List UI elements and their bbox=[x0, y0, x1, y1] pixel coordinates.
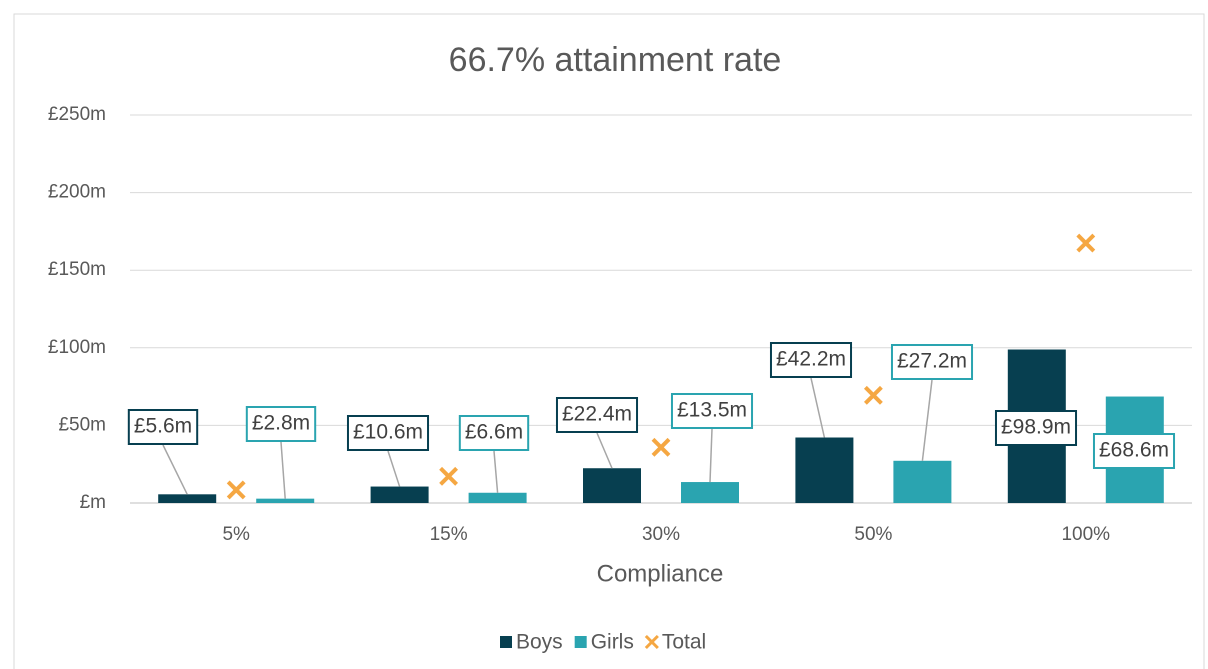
data-label: £42.2m bbox=[776, 348, 846, 371]
y-tick-label: £200m bbox=[48, 182, 106, 203]
data-label: £98.9m bbox=[1001, 416, 1071, 439]
data-label: £10.6m bbox=[353, 421, 423, 444]
legend-swatch bbox=[500, 636, 512, 648]
leader-line bbox=[493, 450, 499, 493]
data-label: £13.5m bbox=[677, 399, 747, 422]
data-label: £6.6m bbox=[465, 421, 523, 444]
legend-marker bbox=[644, 634, 659, 650]
data-label-box bbox=[890, 344, 974, 380]
x-tick-label: 15% bbox=[430, 524, 468, 545]
data-label-box bbox=[1092, 433, 1176, 469]
x-axis-title: Compliance bbox=[597, 560, 724, 587]
y-tick-label: £50m bbox=[58, 414, 106, 435]
total-marker bbox=[863, 385, 883, 405]
data-label: £22.4m bbox=[562, 403, 632, 426]
y-tick-label: £m bbox=[80, 492, 106, 513]
data-label-box bbox=[670, 393, 754, 429]
y-tick-label: £250m bbox=[48, 104, 106, 125]
x-tick-label: 30% bbox=[642, 524, 680, 545]
data-label: £68.6m bbox=[1099, 439, 1169, 462]
bar bbox=[256, 498, 315, 503]
leader-line bbox=[709, 428, 713, 483]
data-label-box bbox=[555, 397, 639, 433]
legend-swatch bbox=[574, 636, 587, 648]
legend-label: Total bbox=[662, 631, 706, 654]
bar bbox=[370, 486, 429, 503]
x-tick-label: 100% bbox=[1061, 524, 1110, 545]
data-label-box bbox=[346, 415, 430, 451]
x-tick-label: 50% bbox=[854, 524, 892, 545]
data-label-box bbox=[769, 342, 853, 378]
x-tick-label: 5% bbox=[222, 524, 250, 545]
total-marker bbox=[226, 480, 246, 500]
legend-label: Boys bbox=[516, 631, 563, 654]
data-label-box bbox=[458, 415, 530, 451]
total-marker bbox=[439, 466, 459, 486]
total-marker bbox=[651, 437, 671, 457]
data-label-box bbox=[127, 409, 199, 445]
data-label-box bbox=[245, 406, 317, 442]
bar bbox=[795, 437, 854, 503]
chart-frame bbox=[13, 13, 1205, 669]
bar bbox=[893, 460, 952, 503]
bar bbox=[468, 492, 527, 503]
leader-line bbox=[596, 432, 613, 469]
bar bbox=[681, 482, 739, 503]
y-tick-label: £100m bbox=[48, 337, 106, 358]
data-label: £2.8m bbox=[252, 412, 310, 435]
bar bbox=[583, 468, 641, 503]
chart-title: 66.7% attainment rate bbox=[449, 41, 782, 79]
data-label-box bbox=[994, 410, 1078, 446]
legend-label: Girls bbox=[591, 631, 634, 654]
leader-line bbox=[921, 379, 933, 461]
leader-line bbox=[280, 441, 286, 499]
data-label: £5.6m bbox=[134, 415, 192, 438]
leader-line bbox=[387, 450, 401, 487]
bar bbox=[158, 494, 217, 503]
y-tick-label: £150m bbox=[48, 259, 106, 280]
total-marker bbox=[1076, 233, 1096, 253]
data-label: £27.2m bbox=[897, 350, 967, 373]
leader-line bbox=[810, 377, 826, 438]
leader-line bbox=[162, 444, 188, 495]
